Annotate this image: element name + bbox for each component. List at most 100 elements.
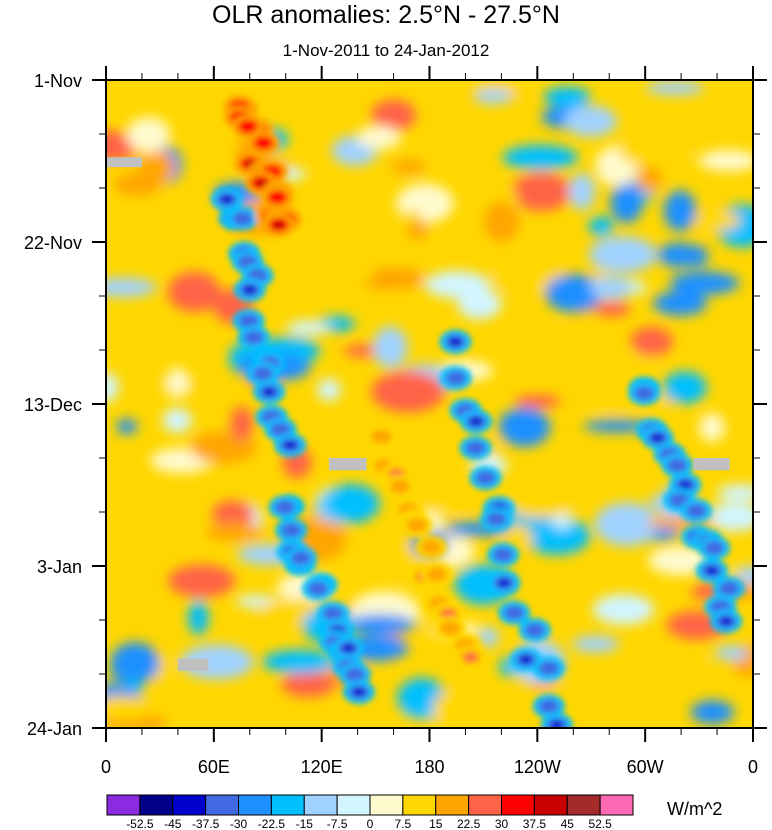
chart-title: OLR anomalies: 2.5°N - 27.5°N [212,1,560,29]
feature-dry-anomaly-maritime-continent [464,653,477,662]
field-blob [736,566,753,584]
field-blob [371,370,446,413]
field-blob [645,80,704,95]
colorbar-level-label: -7.5 [327,817,348,830]
field-blob [356,125,402,150]
feature-convective-band-central-pacific [524,623,545,638]
field-blob [167,271,221,313]
feature-convective-band-indian-ocean [252,366,273,381]
field-blob [432,689,482,728]
feature-dry-anomaly-maritime-continent [406,518,427,533]
field-blob [106,372,119,403]
field-blob [523,516,591,555]
field-blob [663,190,697,232]
feature-convective-band-west-pacific [344,667,365,682]
feature-convective-band-indian-ocean [232,211,253,226]
feature-dry-anomaly-maritime-continent [421,540,442,555]
feature-convective-band-west-pacific [342,644,355,653]
colorbar-box [599,794,634,816]
feature-dry-anomaly-bay-of-bengal [237,119,258,134]
field-blob [373,326,408,369]
field-blob [590,276,633,300]
missing-data-patch [328,458,367,471]
feature-convective-band-indian-ocean [263,387,276,396]
field-blob [502,144,579,170]
x-tick-label: 0 [748,757,758,777]
field-blob [106,277,157,298]
feature-convective-band-central-pacific [486,512,507,527]
field-blob [424,270,491,299]
colorbar-unit-label: W/m^2 [667,799,722,819]
missing-data-patches [106,157,730,671]
axis-ticks: 0 60E 120E 180 120W 60W 0 1-Nov 22-Nov 13-Dec 3-Ja… [24,66,767,777]
field-blob [514,394,561,408]
colorbar-level-label: 30 [495,817,509,830]
colorbar-level-label: -15 [296,817,314,830]
field-blob [511,172,572,212]
field-blob [535,326,571,352]
feature-convective-band-central-pacific [538,699,559,714]
colorbar-box [270,794,305,816]
colorbar-level-label: -45 [164,817,182,830]
colorbar-box [238,794,272,816]
feature-dry-anomaly-maritime-continent [371,429,392,444]
field-blob [543,86,591,107]
feature-convective-band-atlantic [705,566,718,575]
colorbar-box [106,794,141,816]
y-tick-label: 3-Jan [37,557,82,577]
field-blob [116,418,138,435]
x-tick-label: 180 [414,757,444,777]
colorbar-level-label: 45 [561,817,575,830]
field-blob [705,502,753,532]
field-blob [652,291,708,316]
feature-convective-band-indian-ocean [284,441,297,450]
feature-dry-anomaly-maritime-continent [389,479,410,494]
field-blob [230,406,254,441]
field-blob [588,236,657,273]
colorbar-level-label: 15 [429,817,443,830]
feature-dry-anomaly-bay-of-bengal [253,135,274,150]
field-blob [506,489,576,519]
field-blob [714,645,749,661]
feature-convective-band-west-pacific [322,606,343,621]
colorbar-box [468,794,502,816]
field-blob [659,653,709,671]
field-blob [166,367,189,399]
field-blob [669,271,740,295]
feature-convective-band-indian-ocean [270,422,291,437]
field-blob [371,99,416,132]
feature-convective-band-central-pacific [497,578,510,587]
feature-convective-band-central-pacific [493,547,514,562]
field-blob [419,485,477,514]
anomaly-field [106,80,753,728]
feature-dry-anomaly-bay-of-bengal [254,178,267,187]
colorbar-box [435,794,470,816]
field-blob [322,484,380,524]
field-blob [686,245,709,267]
field-blob [407,219,429,240]
feature-convective-band-atlantic [651,433,664,442]
missing-data-patch [106,157,142,168]
field-blob [572,635,620,653]
field-blob [478,627,499,648]
field-blob [630,326,673,357]
field-blob [716,484,753,501]
field-blob [211,500,255,528]
field-blob [188,599,209,636]
colorbar-level-label: 0 [367,817,374,830]
y-tick-label: 24-Jan [27,719,82,739]
field-blob [483,201,520,242]
y-tick-label: 1-Nov [34,71,82,91]
feature-convective-band-central-pacific [538,661,559,676]
feature-convective-band-west-pacific [274,500,295,515]
feature-convective-band-central-pacific [470,417,483,426]
field-blob [162,407,192,433]
colorbar-level-label: 37.5 [523,817,547,830]
colorbar-level-label: 52.5 [588,817,612,830]
field-blob [110,666,146,681]
feature-convective-band-west-pacific [352,688,365,697]
x-tick-label: 0 [101,757,111,777]
field-blob [498,406,551,447]
field-blob [262,649,336,674]
